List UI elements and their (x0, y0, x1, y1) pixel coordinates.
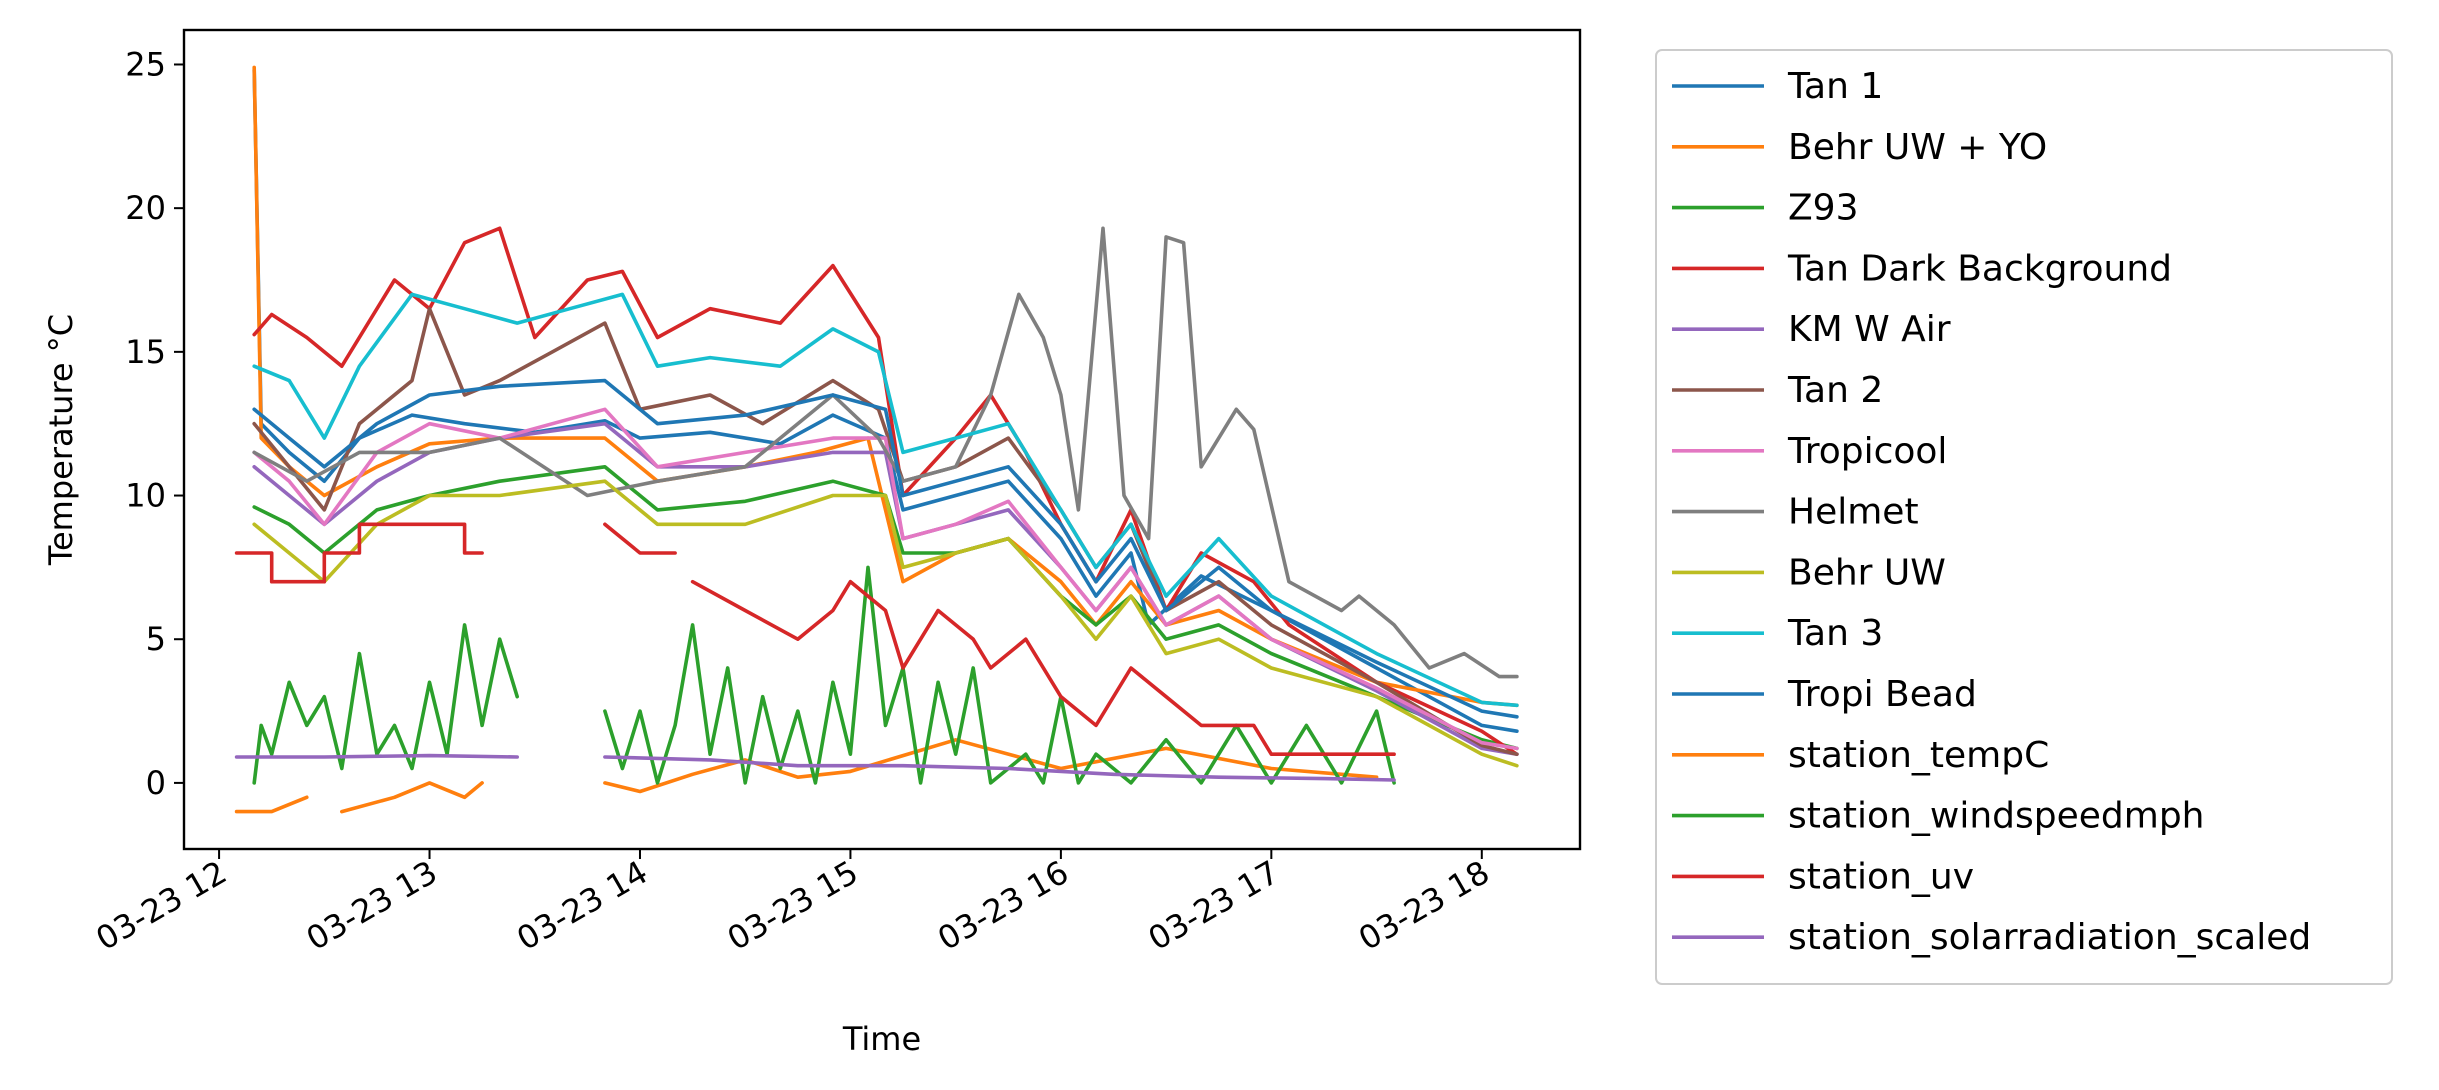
y-tick-label: 10 (125, 477, 166, 515)
legend-label: Helmet (1788, 492, 1919, 533)
legend-label: Tan Dark Background (1787, 248, 2172, 289)
series-line-13 (252, 565, 1396, 785)
series-line-8 (252, 226, 1519, 679)
legend: Tan 1 Behr UW + YO Z93 Tan Dark Background K… (1655, 49, 2393, 985)
x-axis-label: Time (842, 1020, 921, 1058)
series-line-2 (252, 65, 1519, 708)
legend-label: Behr UW + YO (1788, 127, 2047, 168)
legend-label: Tan 2 (1787, 370, 1883, 411)
series-line-9 (252, 479, 1519, 768)
y-tick-label: 15 (125, 333, 166, 371)
x-tick-label: 03-23 13 (300, 853, 444, 958)
legend-box (1655, 49, 2393, 985)
legend-label: Tan 1 (1787, 66, 1883, 107)
legend-label: station_solarradiation_scaled (1788, 917, 2311, 958)
x-tick-label: 03-23 14 (510, 853, 654, 958)
x-tick-label: 03-23 16 (931, 853, 1075, 958)
series-line-3 (252, 465, 1519, 751)
plot-lines (234, 65, 1519, 814)
series-line-15 (234, 753, 1396, 782)
legend-label: KM W Air (1788, 309, 1951, 350)
y-tick-label: 20 (125, 189, 166, 227)
series-line-10 (252, 292, 1519, 708)
legend-label: station_tempC (1788, 735, 2049, 776)
series-line-1 (252, 68, 1519, 733)
y-axis: 0 5 10 15 20 25 (125, 45, 184, 802)
series-line-5 (252, 421, 1519, 756)
series-line-11 (252, 378, 1519, 719)
legend-label: Tropicool (1787, 431, 1947, 472)
legend-label: station_windspeedmph (1788, 796, 2205, 837)
series-line-7 (252, 407, 1519, 751)
y-tick-label: 5 (146, 620, 166, 658)
legend-label: Tan 3 (1787, 613, 1883, 654)
legend-label: Z93 (1788, 188, 1858, 229)
x-tick-label: 03-23 15 (721, 853, 865, 958)
x-axis: 03-23 12 03-23 13 03-23 14 03-23 15 03-23 16… (89, 849, 1496, 958)
y-axis-label: Temperature °C (42, 314, 80, 566)
series-line-12 (234, 738, 1379, 814)
x-tick-label: 03-23 18 (1352, 853, 1496, 958)
x-tick-label: 03-23 17 (1142, 853, 1286, 958)
y-tick-label: 25 (125, 45, 166, 83)
series-line-6 (252, 306, 1519, 756)
y-tick-label: 0 (146, 764, 166, 802)
legend-label: Behr UW (1788, 552, 1946, 593)
plot-frame (182, 28, 1582, 851)
x-tick-label: 03-23 12 (89, 853, 233, 958)
legend-label: Tropi Bead (1787, 674, 1977, 715)
series-line-14 (234, 522, 1396, 756)
series-line-4 (252, 226, 1519, 756)
legend-label: station_uv (1788, 856, 1974, 897)
